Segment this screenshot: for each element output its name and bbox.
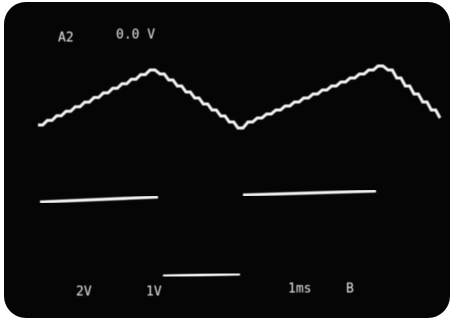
ch1-scale: 2V xyxy=(76,285,92,300)
mode: B xyxy=(346,282,354,297)
reading-label: 0.0 V xyxy=(116,28,155,43)
ch2-scale: 1V xyxy=(146,285,162,300)
channel-label: A2 xyxy=(58,31,74,46)
oscilloscope-screen: A2 0.0 V 2V 1V 1ms B xyxy=(0,0,454,320)
page: {"header": {"channel": "A2", "reading": … xyxy=(0,0,454,320)
trace-segment xyxy=(163,274,240,276)
timebase: 1ms xyxy=(288,282,311,297)
